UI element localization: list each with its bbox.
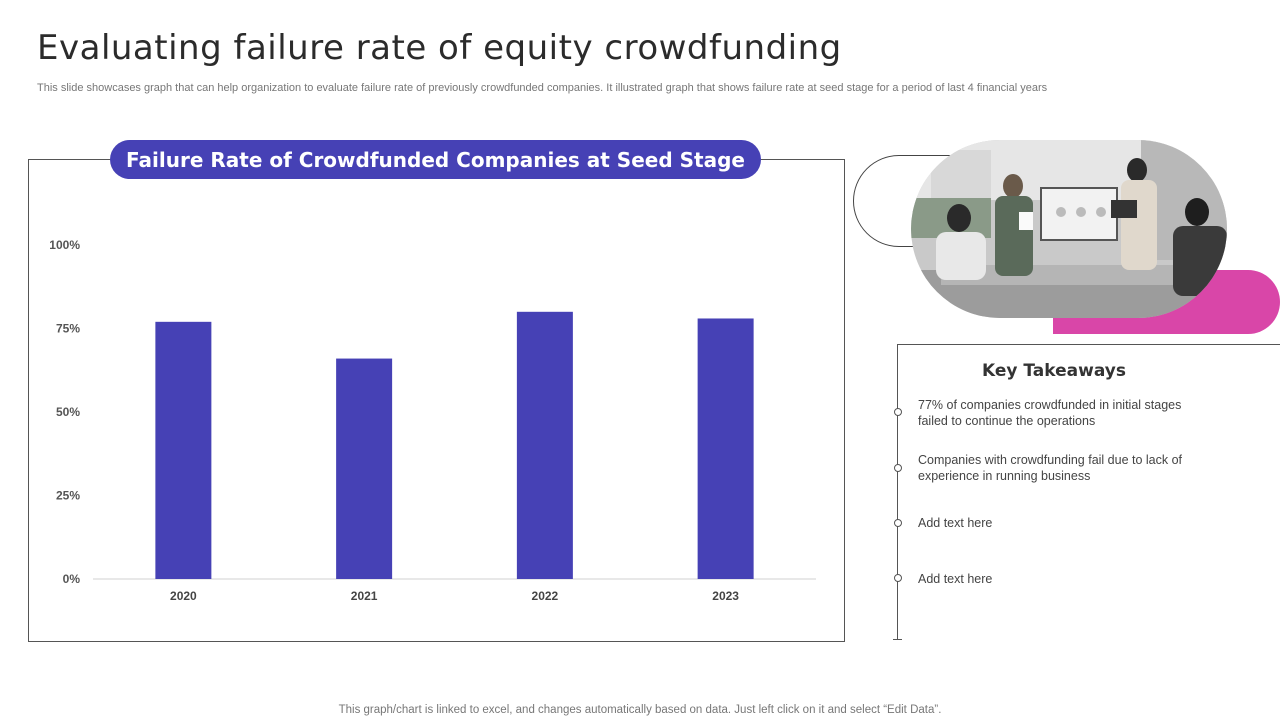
takeaways-timeline-end-tick [893,639,902,640]
bar-2021 [336,358,393,579]
takeaway-bullet-3 [894,519,902,527]
takeaway-bullet-4 [894,574,902,582]
takeaways-timeline-line [897,344,898,640]
takeaway-item-3: Add text here [918,516,993,530]
x-tick-label: 2023 [712,589,739,603]
takeaway-item-1: 77% of companies crowdfunded in initial … [918,398,1182,428]
y-tick-label: 75% [56,322,80,336]
y-tick-label: 25% [56,489,80,503]
x-tick-label: 2021 [351,589,378,603]
takeaway-item-4: Add text here [918,572,993,586]
bar-2023 [697,318,754,579]
y-tick-label: 100% [49,238,80,252]
chart-title: Failure Rate of Crowdfunded Companies at… [110,140,761,179]
takeaways-heading: Key Takeaways [982,361,1126,381]
page-title: Evaluating failure rate of equity crowdf… [37,28,842,68]
bar-chart[interactable]: 0% 25% 50% 75% 100% 2020 2021 2022 2023 [28,159,845,642]
takeaways-top-line [897,344,1280,345]
bar-2022 [516,311,573,579]
bar-2020 [155,321,212,579]
takeaway-bullet-2 [894,464,902,472]
takeaway-item-2: Companies with crowdfunding fail due to … [918,453,1183,483]
y-tick-label: 50% [56,405,80,419]
meeting-photo [911,140,1227,318]
y-tick-label: 0% [63,572,81,586]
x-tick-label: 2020 [170,589,197,603]
x-tick-label: 2022 [532,589,559,603]
footer-note: This graph/chart is linked to excel, and… [338,704,942,716]
takeaway-bullet-1 [894,408,902,416]
page-subtitle: This slide showcases graph that can help… [37,82,1048,94]
